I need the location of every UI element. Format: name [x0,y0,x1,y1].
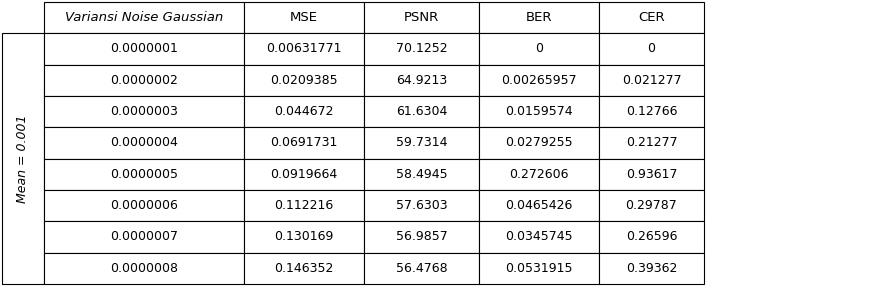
Bar [244,33,364,65]
Text: 0.21277: 0.21277 [625,136,677,150]
Bar [244,127,364,159]
Text: 0.044672: 0.044672 [274,105,333,118]
Bar [44,65,244,96]
Text: Mean = 0.001: Mean = 0.001 [16,114,30,203]
Text: 0.0919664: 0.0919664 [271,168,338,181]
Bar [244,221,364,253]
Text: 70.1252: 70.1252 [396,43,447,55]
Text: 0.146352: 0.146352 [274,262,333,275]
Text: 0.0000003: 0.0000003 [110,105,178,118]
Bar [479,96,599,127]
Bar [364,127,479,159]
Text: 56.9857: 56.9857 [396,231,447,243]
Bar [599,221,704,253]
Text: 0.00631771: 0.00631771 [266,43,341,55]
Bar [479,33,599,65]
Text: 0.272606: 0.272606 [509,168,569,181]
Text: 0: 0 [648,43,656,55]
Bar [479,2,599,33]
Bar [479,65,599,96]
Bar [479,190,599,221]
Bar [479,159,599,190]
Text: 0.0000007: 0.0000007 [110,231,178,243]
Bar [2,33,44,284]
Bar [479,253,599,284]
Text: 0.93617: 0.93617 [625,168,677,181]
Text: MSE: MSE [290,11,318,24]
Text: 64.9213: 64.9213 [396,74,447,87]
Text: 0.0279255: 0.0279255 [505,136,573,150]
Text: 0.0000008: 0.0000008 [110,262,178,275]
Bar [599,2,704,33]
Text: 0.0345745: 0.0345745 [505,231,573,243]
Text: 0.0691731: 0.0691731 [271,136,338,150]
Bar [599,96,704,127]
Text: 0.0159574: 0.0159574 [505,105,573,118]
Bar [599,33,704,65]
Bar [44,221,244,253]
Text: PSNR: PSNR [404,11,439,24]
Bar [599,190,704,221]
Text: 0.0000004: 0.0000004 [110,136,178,150]
Text: 59.7314: 59.7314 [396,136,447,150]
Bar [599,65,704,96]
Bar [44,127,244,159]
Bar [599,127,704,159]
Bar [599,253,704,284]
Text: 0.130169: 0.130169 [274,231,333,243]
Text: 0.12766: 0.12766 [625,105,677,118]
Bar [44,253,244,284]
Text: 0.0465426: 0.0465426 [505,199,573,212]
Bar [364,2,479,33]
Bar [364,253,479,284]
Bar [364,221,479,253]
Bar [364,65,479,96]
Text: CER: CER [638,11,665,24]
Text: 0.00265957: 0.00265957 [501,74,577,87]
Bar [364,190,479,221]
Bar [599,159,704,190]
Text: 0.0000002: 0.0000002 [110,74,178,87]
Bar [244,253,364,284]
Bar [244,2,364,33]
Text: 0.0209385: 0.0209385 [271,74,338,87]
Text: 0.26596: 0.26596 [625,231,677,243]
Bar [364,96,479,127]
Text: 57.6303: 57.6303 [396,199,447,212]
Text: 0.0000005: 0.0000005 [110,168,178,181]
Text: BER: BER [526,11,552,24]
Text: 0.0531915: 0.0531915 [505,262,573,275]
Text: 0.39362: 0.39362 [625,262,677,275]
Text: 0.0000006: 0.0000006 [110,199,178,212]
Bar [244,190,364,221]
Bar [364,33,479,65]
Text: Variansi Noise Gaussian: Variansi Noise Gaussian [65,11,223,24]
Bar [44,190,244,221]
Text: 0.0000001: 0.0000001 [110,43,178,55]
Bar [479,221,599,253]
Text: 61.6304: 61.6304 [396,105,447,118]
Bar [44,33,244,65]
Bar [244,96,364,127]
Text: 0: 0 [535,43,543,55]
Text: 56.4768: 56.4768 [396,262,447,275]
Bar [364,159,479,190]
Bar [44,159,244,190]
Bar [479,127,599,159]
Text: 58.4945: 58.4945 [396,168,447,181]
Text: 0.29787: 0.29787 [625,199,677,212]
Bar [244,65,364,96]
Bar [44,2,244,33]
Bar [44,96,244,127]
Text: 0.112216: 0.112216 [274,199,333,212]
Bar [244,159,364,190]
Text: 0.021277: 0.021277 [622,74,681,87]
